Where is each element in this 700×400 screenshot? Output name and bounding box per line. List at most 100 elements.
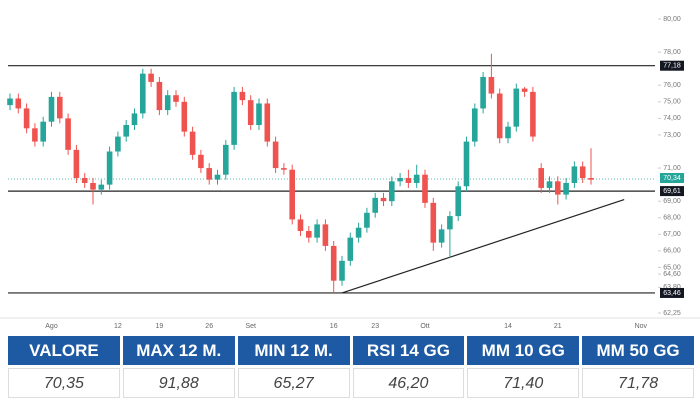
candle-body [339,260,345,281]
y-tick-label: 69,00 [663,198,681,205]
table-header: MM 50 GG [582,336,694,365]
trend-line [341,198,625,294]
candle-body [405,178,412,183]
y-tick-label: 71,00 [663,165,681,172]
candle-body [488,76,495,94]
x-tick-label: 16 [330,323,338,330]
candle-body [140,73,146,114]
y-tick-label: 75,00 [663,99,681,106]
candle-body [521,88,528,92]
candle-body [389,181,395,202]
candle-body [48,96,55,122]
candle-body [7,98,13,106]
candle-body [23,108,30,129]
y-tick-label: 76,00 [663,82,681,89]
y-tick-label: 66,00 [663,248,681,255]
candle-body [106,151,113,185]
candle-body [181,101,188,132]
candle-body [57,96,63,119]
candle-body [156,81,163,111]
candle-body [206,168,212,180]
candle-body [505,126,511,139]
candle-body [480,76,486,109]
candle-body [272,141,279,169]
x-tick-label: 12 [114,323,122,330]
candle-body [447,216,453,230]
candle-body [231,91,237,145]
table-header: RSI 14 GG [352,336,465,365]
candle-body [322,224,329,246]
candle-body [40,121,46,142]
candle-body [81,178,88,183]
candle-body [131,113,138,126]
candle-body [472,108,478,142]
candle-body [372,197,378,213]
stats-table: VALORE MAX 12 M. MIN 12 M. RSI 14 GG MM 10 G… [8,336,694,398]
candle-body [90,182,96,190]
candle-body [380,197,387,202]
candle-body [15,98,22,109]
candle-body [223,144,229,175]
candle-body [73,149,80,179]
candle-body [538,168,544,188]
candle-body [563,182,569,195]
candle-body [164,95,171,111]
candle-body [239,91,246,101]
x-tick-label: 26 [205,323,213,330]
candle-body [214,174,221,180]
y-tick-label: 68,00 [663,215,681,222]
candle-body [306,231,312,238]
x-tick-label: Set [245,323,256,330]
level-label: 69,61 [663,188,681,195]
y-tick-label: 80,00 [663,16,681,23]
candle-body [347,237,354,261]
candle-body [32,128,38,142]
table-cell: 91,88 [122,368,235,398]
y-tick-label: 64,60 [663,271,681,278]
candle-body [189,131,196,155]
candle-body [330,245,337,281]
x-tick-label: 23 [371,323,379,330]
last-price-label: 70,34 [663,175,681,182]
y-tick-label: 65,00 [663,264,681,271]
candle-body [571,166,578,183]
y-tick-label: 78,00 [663,49,681,56]
last-price-box [660,173,684,184]
candle-body [355,227,362,238]
candle-body [555,181,561,195]
x-tick-label: 19 [156,323,164,330]
table-header: MIN 12 M. [237,336,350,365]
x-tick-label: 21 [554,323,562,330]
candle-body [413,174,420,183]
candle-body [115,136,121,152]
candle-body [98,184,105,190]
candle-body [422,174,428,203]
candle-body [364,212,370,228]
candle-body [546,181,553,188]
table-cell: 65,27 [237,368,350,398]
y-tick-label: 62,25 [663,310,681,317]
table-header: MAX 12 M. [122,336,235,365]
candle-body [198,154,204,169]
y-tick-label: 63,80 [663,284,681,291]
y-tick-label: 67,00 [663,231,681,238]
x-tick-label: Ago [45,323,58,330]
y-tick-label: 74,00 [663,115,681,122]
level-label-box [660,60,684,71]
candle-body [314,224,320,238]
level-label: 63,46 [663,290,681,297]
level-label-box [660,186,684,197]
chart: 80,00 78,00 76,00 75,00 74,00 73,00 71,00 69,00… [0,16,700,330]
candle-body [455,186,461,217]
candle-body [289,169,295,220]
table-header: MM 10 GG [467,336,580,365]
candle-body [530,91,536,137]
y-tick-label: 73,00 [663,132,681,139]
candle-body [247,100,254,126]
level-label-box [660,287,684,298]
x-tick-label: Ott [420,323,429,330]
table-cell: 71,78 [582,368,694,398]
candle-body [588,178,594,180]
candle-body [264,103,271,142]
